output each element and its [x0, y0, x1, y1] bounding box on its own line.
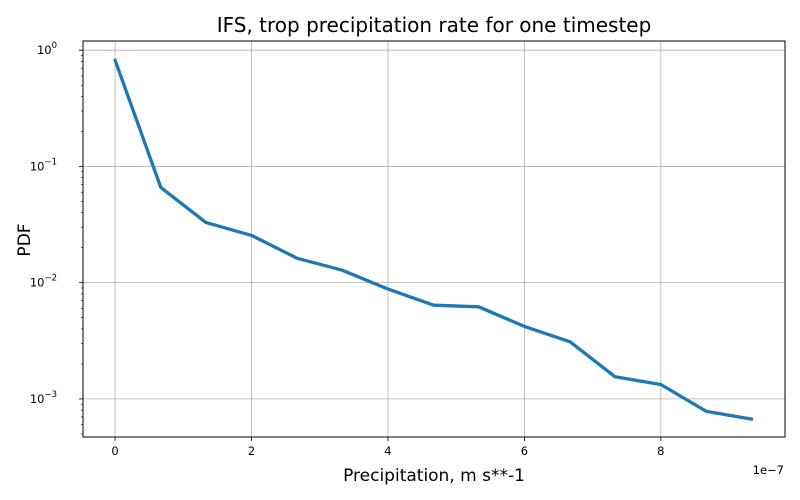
plot-frame [82, 40, 786, 438]
y-tick-label: 100 [37, 41, 57, 57]
series-layer [113, 58, 754, 421]
x-tick-label: 0 [111, 444, 118, 458]
grid [83, 41, 785, 437]
y-axis-label: PDF [15, 223, 35, 256]
series-line [113, 58, 754, 421]
y-axis-ticks: 100 10−1 10−2 10−3 [30, 41, 83, 435]
x-tick-label: 4 [384, 444, 391, 458]
y-tick-label: 10−1 [30, 157, 57, 173]
x-offset-label: 1e−7 [753, 463, 784, 477]
x-tick-label: 2 [248, 444, 255, 458]
y-tick-label: 10−3 [30, 390, 57, 406]
x-tick-label: 8 [657, 444, 664, 458]
y-tick-label: 10−2 [30, 274, 57, 290]
x-axis-ticks: 0 2 4 6 8 [111, 437, 665, 458]
x-tick-label: 6 [521, 444, 528, 458]
chart-title: IFS, trop precipitation rate for one tim… [217, 13, 652, 37]
x-axis-label: Precipitation, m s**-1 [343, 466, 525, 486]
